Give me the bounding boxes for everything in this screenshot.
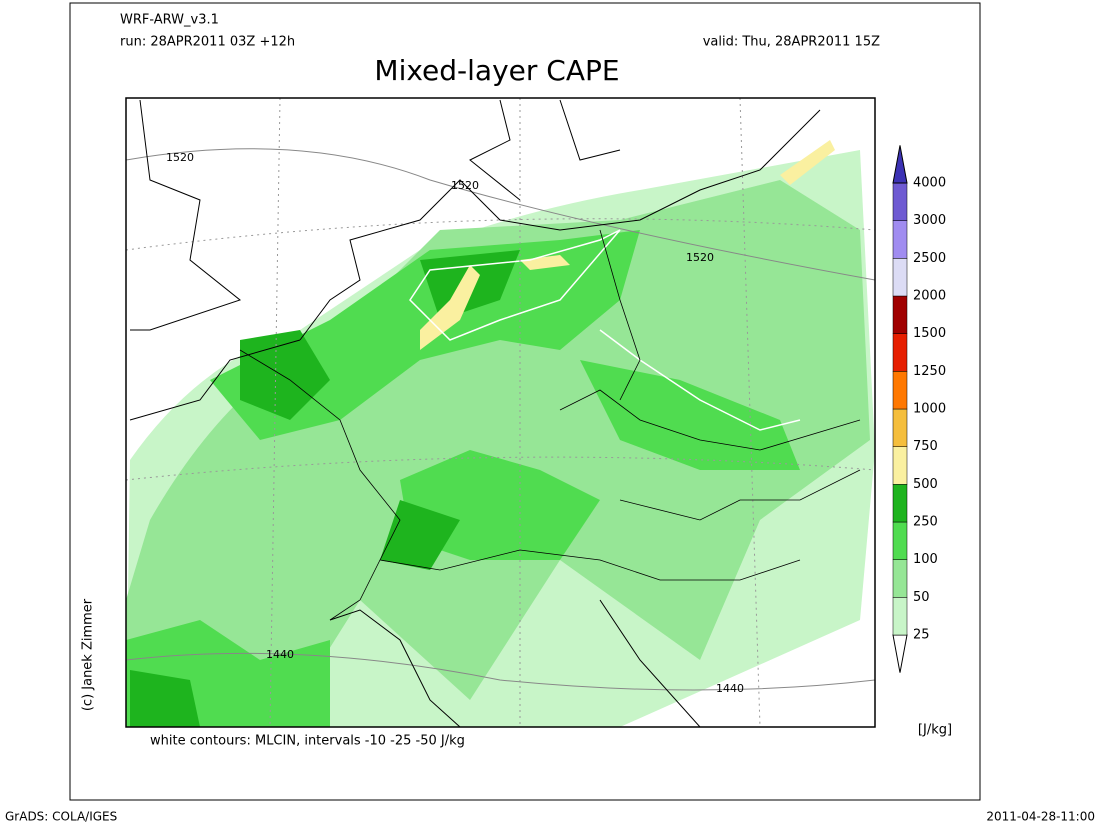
colorbar-label: 25: [913, 628, 930, 643]
colorbar-label: 100: [913, 552, 938, 567]
map-border: [125, 97, 876, 728]
colorbar-upper-triangle: [892, 145, 908, 184]
valid-label: valid: Thu, 28APR2011 15Z: [703, 35, 880, 50]
colorbar-label: 500: [913, 477, 938, 492]
colorbar-label: 4000: [913, 176, 946, 191]
colorbar-box: [892, 371, 908, 410]
colorbar-lower-triangle: [892, 634, 908, 673]
colorbar-box: [892, 295, 908, 334]
colorbar-box: [892, 182, 908, 221]
colorbar-unit: [J/kg]: [918, 723, 952, 738]
contour-label: 1520: [166, 151, 194, 164]
run-label: run: 28APR2011 03Z +12h: [120, 35, 295, 50]
frame: [69, 2, 981, 801]
colorbar-label: 2000: [913, 289, 946, 304]
colorbar: 25 50 100 250 500 750 1000 1250 1500 2000 2500 3000…: [892, 145, 946, 673]
graticule: [126, 98, 875, 727]
borders: [239, 229, 861, 621]
colorbar-box: [892, 220, 908, 259]
footer-right: 2011-04-28-11:00: [986, 810, 1095, 824]
colorbar-label: 250: [913, 515, 938, 530]
cape-field: [126, 140, 875, 727]
colorbar-label: 1250: [913, 364, 946, 379]
coastlines: [129, 99, 821, 727]
colorbar-label: 2500: [913, 251, 946, 266]
model-label: WRF-ARW_v3.1: [120, 13, 219, 28]
credit: (c) Janek Zimmer: [81, 598, 96, 711]
contour-label: 1520: [451, 179, 479, 192]
colorbar-box: [892, 597, 908, 636]
map-caption: white contours: MLCIN, intervals -10 -25…: [150, 734, 465, 749]
map-title: Mixed-layer CAPE: [374, 54, 619, 87]
map-area: 1520 1520 1520 1440 1440: [126, 98, 875, 727]
colorbar-box: [892, 408, 908, 447]
colorbar-label: 50: [913, 590, 930, 605]
colorbar-label: 750: [913, 439, 938, 454]
colorbar-box: [892, 333, 908, 372]
colorbar-label: 1500: [913, 326, 946, 341]
contour-label: 1440: [716, 682, 744, 695]
contour-label: 1520: [686, 251, 714, 264]
colorbar-box: [892, 446, 908, 485]
footer-left: GrADS: COLA/IGES: [5, 810, 117, 824]
contour-label: 1440: [266, 648, 294, 661]
colorbar-box: [892, 484, 908, 523]
height-contours: [126, 148, 875, 691]
colorbar-box: [892, 258, 908, 297]
colorbar-box: [892, 559, 908, 598]
colorbar-label: 3000: [913, 213, 946, 228]
colorbar-label: 1000: [913, 402, 946, 417]
colorbar-box: [892, 521, 908, 560]
